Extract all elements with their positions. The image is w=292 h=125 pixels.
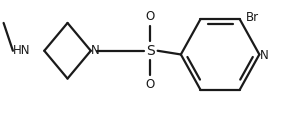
Text: O: O (146, 78, 155, 91)
Text: HN: HN (13, 44, 30, 57)
Text: O: O (146, 10, 155, 23)
Text: N: N (260, 49, 269, 62)
Text: S: S (146, 44, 155, 58)
Text: Br: Br (246, 11, 259, 24)
Text: N: N (91, 44, 100, 57)
